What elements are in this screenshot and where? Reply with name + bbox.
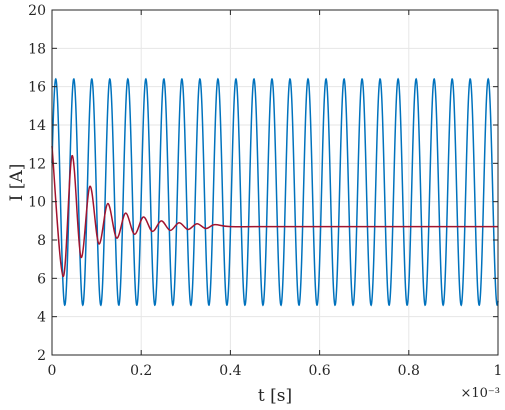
series-layer	[51, 77, 499, 307]
y-tick-label: 6	[37, 271, 46, 287]
x-tick-label: 0	[48, 363, 57, 379]
y-tick-label: 2	[37, 348, 46, 364]
x-axis-label: t [s]	[258, 386, 292, 406]
axes-box	[51, 9, 499, 356]
x-tick-label: 0.6	[308, 363, 330, 379]
x-tick-label: 1	[494, 363, 503, 379]
y-axis-label: I [A]	[7, 164, 27, 202]
y-tick-label: 18	[28, 41, 46, 57]
ticks	[51, 9, 499, 356]
x-tick-label: 0.2	[130, 363, 152, 379]
y-tick-label: 16	[28, 80, 46, 96]
y-tick-label: 10	[28, 195, 46, 211]
series-periodic-line	[51, 77, 499, 307]
y-tick-label: 8	[37, 233, 46, 249]
series-damped-line	[51, 146, 498, 278]
x-exponent-label: ×10⁻³	[460, 386, 500, 401]
y-tick-label: 12	[28, 156, 46, 172]
y-tick-label: 14	[28, 118, 46, 134]
x-tick-label: 0.4	[219, 363, 241, 379]
x-tick-label: 0.8	[398, 363, 420, 379]
y-tick-label: 4	[37, 310, 46, 326]
y-tick-label: 20	[28, 3, 46, 19]
